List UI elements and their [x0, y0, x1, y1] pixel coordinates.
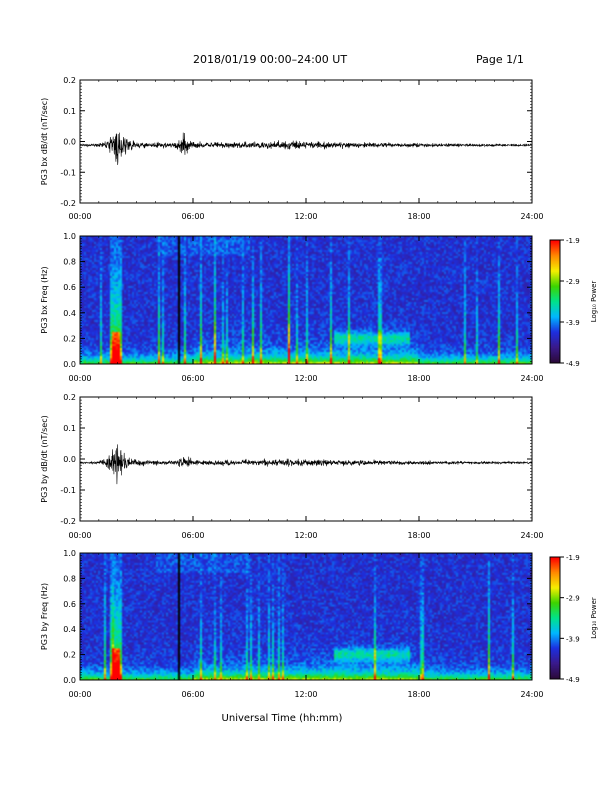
- x-tick-label: 12:00: [294, 212, 317, 221]
- plot-marks: [79, 132, 533, 485]
- spectrogram-3: [80, 553, 532, 680]
- series-line-0: [79, 132, 533, 165]
- x-tick-label: 12:00: [294, 690, 317, 699]
- y-tick-label: 0.0: [63, 676, 76, 685]
- plot-text: 0.2 0.1 0.0 -0.1 -0.2 00:00 06:00 12:00 18:00 24:…: [40, 76, 598, 724]
- colorbar-tick-label: -4.9: [566, 676, 580, 684]
- colorbar-frame: [549, 239, 561, 364]
- x-tick-label: 00:00: [68, 374, 91, 383]
- y-tick-label: 0.4: [63, 625, 76, 634]
- x-tick-label: 06:00: [181, 690, 204, 699]
- plot-frame-0: [79, 79, 533, 204]
- y-axis-label: PG3 by Freq (Hz): [40, 583, 49, 650]
- y-tick-label: 0.2: [63, 76, 76, 85]
- y-tick-label: -0.2: [60, 517, 76, 526]
- x-tick-label: 06:00: [181, 212, 204, 221]
- colorbar-tick-label: -2.9: [566, 595, 580, 603]
- y-axis-label: PG3 bx dB/dt (nT/sec): [40, 98, 49, 185]
- x-tick-label: 18:00: [407, 531, 430, 540]
- x-tick-label: 12:00: [294, 374, 317, 383]
- x-tick-label: 00:00: [68, 531, 91, 540]
- x-tick-label: 18:00: [407, 690, 430, 699]
- x-tick-label: 18:00: [407, 212, 430, 221]
- y-tick-label: 0.1: [63, 107, 76, 116]
- colorbar-1: [550, 240, 560, 363]
- x-axis-label: Universal Time (hh:mm): [222, 713, 343, 724]
- y-tick-label: -0.1: [60, 168, 76, 177]
- x-tick-label: 24:00: [520, 690, 543, 699]
- colorbar-frame: [549, 556, 561, 680]
- y-tick-label: 0.0: [63, 138, 76, 147]
- x-tick-label: 24:00: [520, 374, 543, 383]
- colorbar-tick-label: -3.9: [566, 319, 580, 327]
- y-tick-label: 0.0: [63, 455, 76, 464]
- y-tick-label: 1.0: [63, 549, 76, 558]
- y-tick-label: 0.1: [63, 424, 76, 433]
- y-tick-label: 0.2: [63, 393, 76, 402]
- y-tick-label: 0.6: [63, 283, 76, 292]
- x-tick-label: 24:00: [520, 531, 543, 540]
- y-axis-label: PG3 bx Freq (Hz): [40, 266, 49, 333]
- x-tick-label: 00:00: [68, 212, 91, 221]
- spectrogram-1: [80, 236, 532, 364]
- y-tick-label: 0.8: [63, 258, 76, 267]
- colorbar-tick-label: -2.9: [566, 278, 580, 286]
- page-title: 2018/01/19 00:00–24:00 UT: [193, 53, 348, 66]
- y-tick-label: 0.8: [63, 574, 76, 583]
- x-tick-label: 06:00: [181, 531, 204, 540]
- colorbar-tick-label: -3.9: [566, 635, 580, 643]
- series-line-2: [79, 444, 533, 485]
- y-tick-label: 0.2: [63, 334, 76, 343]
- y-tick-label: 0.6: [63, 600, 76, 609]
- x-tick-label: 12:00: [294, 531, 317, 540]
- y-tick-label: 1.0: [63, 232, 76, 241]
- colorbar-label: Log₁₀ Power: [590, 597, 598, 639]
- y-tick-label: 0.0: [63, 360, 76, 369]
- colorbar-tick-label: -1.9: [566, 554, 580, 562]
- colorbar-tick-label: -1.9: [566, 237, 580, 245]
- x-tick-label: 00:00: [68, 690, 91, 699]
- y-tick-label: -0.1: [60, 486, 76, 495]
- colorbar-3: [550, 557, 560, 679]
- y-tick-label: -0.2: [60, 199, 76, 208]
- x-tick-label: 18:00: [407, 374, 430, 383]
- y-tick-label: 0.2: [63, 651, 76, 660]
- x-tick-label: 06:00: [181, 374, 204, 383]
- plot-frame-2: [79, 396, 533, 522]
- colorbar-label: Log₁₀ Power: [590, 281, 598, 323]
- y-axis-label: PG3 by dB/dt (nT/sec): [40, 415, 49, 502]
- y-tick-label: 0.4: [63, 309, 76, 318]
- page-number: Page 1/1: [476, 53, 524, 66]
- x-tick-label: 24:00: [520, 212, 543, 221]
- spectrogram-images: [80, 236, 560, 680]
- plot-frames: [79, 79, 564, 681]
- colorbar-tick-label: -4.9: [566, 360, 580, 368]
